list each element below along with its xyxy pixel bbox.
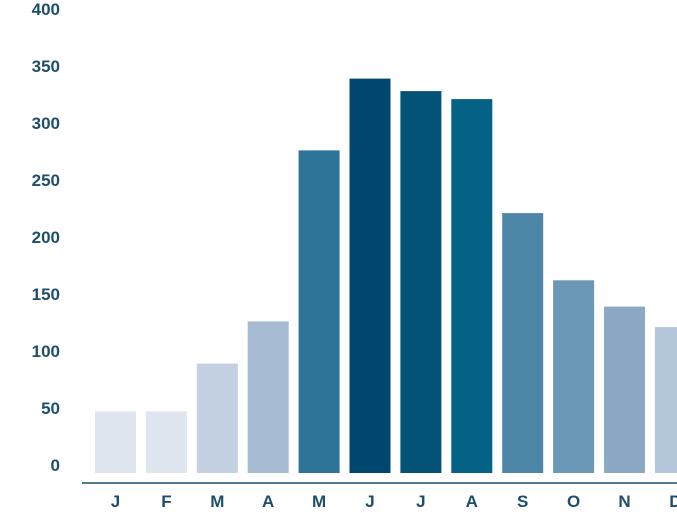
y-tick-label: 300: [32, 114, 60, 133]
x-tick-label: M: [210, 492, 224, 511]
y-tick-label: 0: [51, 456, 60, 475]
y-tick-label: 350: [32, 57, 60, 76]
x-tick-label: O: [567, 492, 580, 511]
bar-1: [145, 411, 187, 473]
y-tick-label: 250: [32, 171, 60, 190]
y-axis: 0 50 100 150 200 250 300 350 400: [32, 0, 60, 475]
x-tick-label: N: [618, 492, 630, 511]
x-tick-label: J: [111, 492, 120, 511]
bar-11: [654, 327, 677, 473]
x-tick-label: A: [262, 492, 274, 511]
bar-7: [451, 99, 493, 473]
bar-9: [553, 280, 595, 473]
x-tick-label: M: [312, 492, 326, 511]
x-tick-label: D: [669, 492, 677, 511]
y-tick-label: 100: [32, 342, 60, 361]
x-tick-label: F: [161, 492, 171, 511]
y-tick-label: 400: [32, 0, 60, 19]
x-tick-label: S: [517, 492, 528, 511]
bar-5: [349, 78, 391, 473]
bars: [95, 78, 677, 473]
bar-2: [196, 363, 238, 473]
bar-10: [604, 306, 645, 473]
x-tick-label: J: [365, 492, 374, 511]
bar-4: [298, 150, 340, 473]
bar-8: [502, 213, 544, 473]
y-tick-label: 200: [32, 228, 60, 247]
x-tick-label: A: [466, 492, 478, 511]
x-tick-label: J: [416, 492, 425, 511]
bar-6: [400, 91, 442, 473]
bar-3: [247, 321, 289, 473]
y-tick-label: 150: [32, 285, 60, 304]
bar-0: [95, 411, 136, 473]
y-tick-label: 50: [41, 399, 60, 418]
